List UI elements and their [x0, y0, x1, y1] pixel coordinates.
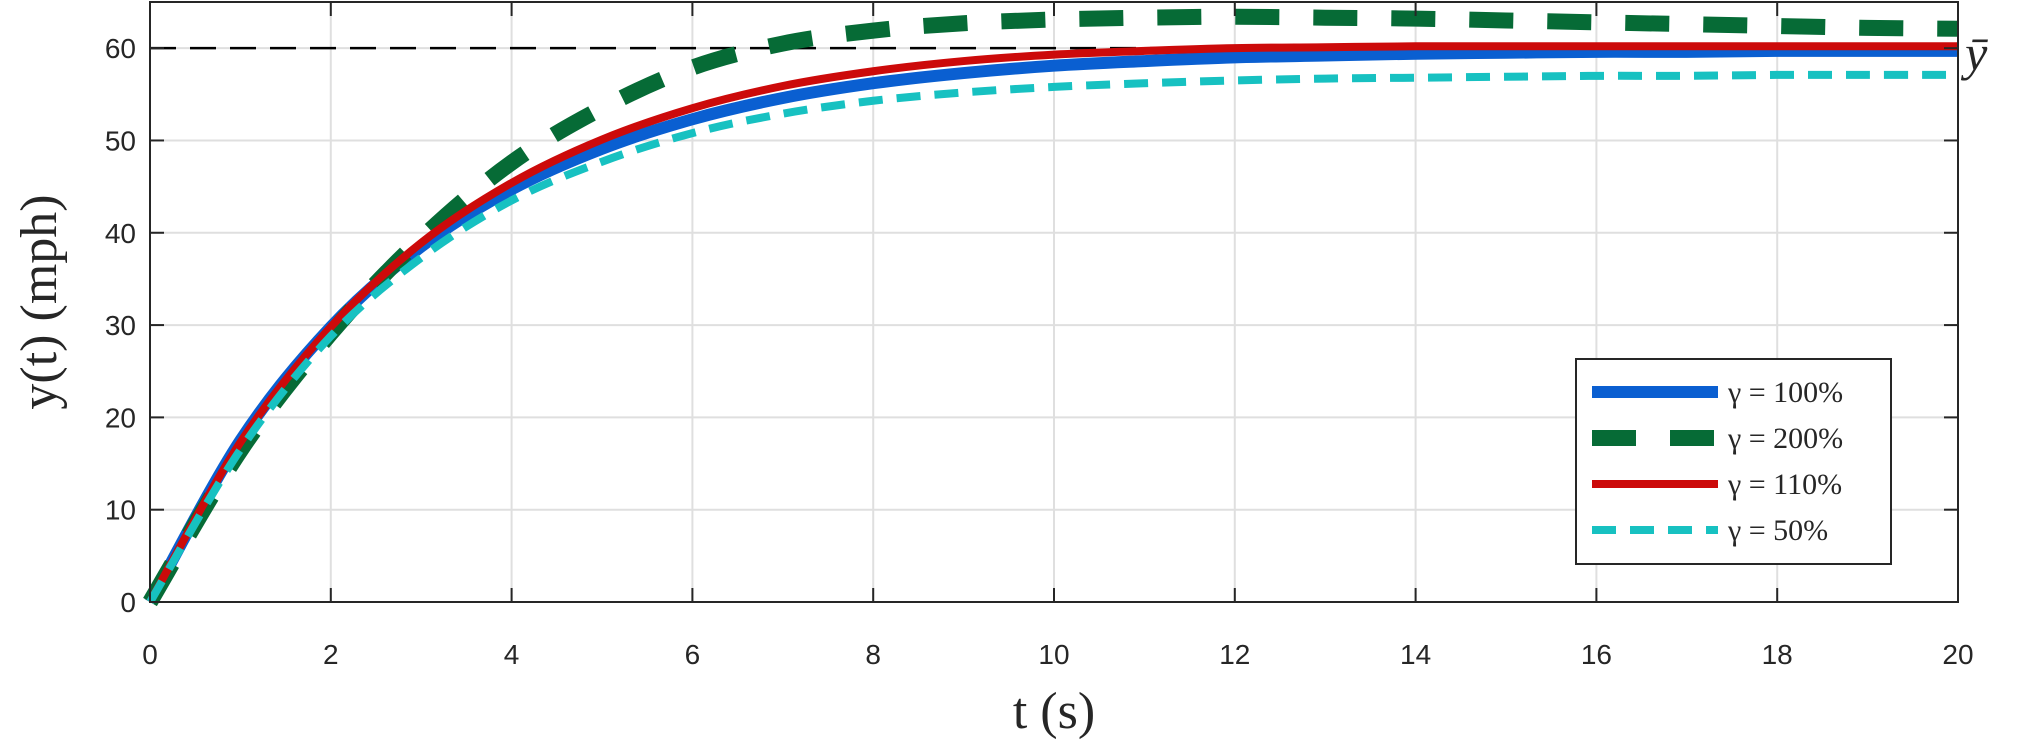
- legend-label-1: γ = 200%: [1727, 422, 1843, 455]
- y-tick-label: 30: [105, 310, 136, 341]
- legend-label-3: γ = 50%: [1727, 514, 1828, 547]
- series-line-3: [146, 70, 1958, 605]
- legend: γ = 100% γ = 200% γ = 110% γ = 50%: [1575, 358, 1892, 565]
- x-axis-label: t (s): [1013, 683, 1095, 740]
- x-tick-label: 4: [504, 639, 520, 670]
- x-tick-label: 10: [1038, 639, 1069, 670]
- series-group: [143, 8, 1959, 607]
- x-tick-label: 2: [323, 639, 339, 670]
- x-tick-label: 18: [1762, 639, 1793, 670]
- y-ticks: 0 10 20 30 40 50 60: [105, 33, 1958, 618]
- series-line-2: [146, 42, 1958, 604]
- y-tick-label: 50: [105, 125, 136, 156]
- x-tick-label: 20: [1942, 639, 1973, 670]
- x-tick-label: 16: [1581, 639, 1612, 670]
- x-tick-label: 0: [142, 639, 158, 670]
- y-tick-label: 40: [105, 218, 136, 249]
- y-tick-label: 0: [120, 587, 136, 618]
- legend-label-0: γ = 100%: [1727, 376, 1843, 409]
- x-tick-label: 12: [1219, 639, 1250, 670]
- x-tick-label: 6: [685, 639, 701, 670]
- legend-label-2: γ = 110%: [1727, 468, 1842, 501]
- y-tick-label: 10: [105, 495, 136, 526]
- y-tick-label: 60: [105, 33, 136, 64]
- x-tick-label: 8: [865, 639, 881, 670]
- x-tick-label: 14: [1400, 639, 1431, 670]
- y-tick-label: 20: [105, 402, 136, 433]
- y-axis-label: y(t) (mph): [11, 194, 68, 409]
- reference-line-label: ȳ: [1960, 25, 1988, 81]
- x-ticks: 0 2 4 6 8 10 12 14 16 18 20: [142, 2, 1974, 670]
